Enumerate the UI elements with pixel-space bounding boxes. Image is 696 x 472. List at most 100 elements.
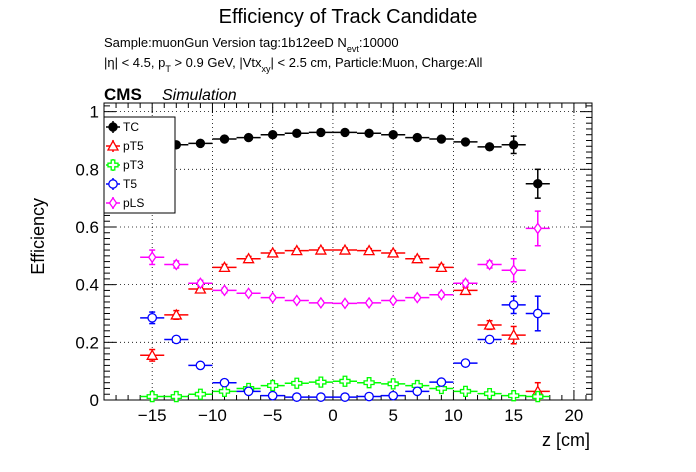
pt5-point bbox=[164, 308, 189, 321]
tc-marker bbox=[267, 130, 278, 140]
pls-point bbox=[212, 284, 237, 297]
pls-point bbox=[236, 287, 261, 300]
x-tick-label: 10 bbox=[444, 406, 463, 425]
tc-marker bbox=[195, 138, 206, 149]
pt3-point bbox=[357, 377, 382, 389]
tc-point bbox=[236, 132, 261, 143]
pt5-point bbox=[284, 244, 309, 256]
t5-point bbox=[140, 311, 165, 325]
pt5-point bbox=[308, 243, 333, 255]
pt3-marker bbox=[194, 388, 207, 400]
pls-point bbox=[405, 291, 430, 304]
t5-marker bbox=[412, 386, 423, 397]
pls-point bbox=[357, 296, 382, 309]
tc-marker bbox=[388, 130, 398, 140]
tc-point bbox=[477, 142, 502, 152]
pt3-point bbox=[453, 385, 478, 397]
pt3-point bbox=[501, 390, 526, 402]
cms-label: CMS bbox=[104, 85, 142, 104]
legend-marker bbox=[108, 122, 118, 132]
t5-marker bbox=[291, 392, 302, 402]
t5-marker bbox=[460, 358, 471, 368]
pls-marker bbox=[244, 287, 253, 300]
legend: TC pT5 pT3 T5 pLS bbox=[103, 116, 176, 214]
y-tick-label: 0.8 bbox=[75, 160, 99, 179]
pls-marker bbox=[147, 251, 157, 264]
pt3-marker bbox=[218, 385, 231, 397]
t5-point bbox=[188, 360, 213, 371]
pls-marker bbox=[364, 296, 374, 309]
tc-point bbox=[332, 127, 358, 138]
t5-marker bbox=[243, 386, 254, 397]
series-pls bbox=[140, 210, 550, 310]
pls-point bbox=[140, 249, 165, 266]
t5-marker bbox=[364, 391, 374, 402]
pt3-marker bbox=[315, 376, 327, 388]
pls-marker bbox=[220, 284, 229, 297]
pt3-marker bbox=[363, 377, 375, 389]
pls-point bbox=[164, 258, 189, 271]
pls-point bbox=[188, 277, 213, 290]
pt5-marker bbox=[411, 252, 424, 264]
tc-point bbox=[429, 134, 454, 144]
pt3-marker bbox=[459, 385, 472, 397]
pt5-marker bbox=[218, 261, 231, 273]
legend-entry-pls: pLS bbox=[106, 196, 144, 210]
pt5-marker bbox=[170, 308, 183, 320]
t5-marker bbox=[508, 299, 519, 310]
t5-point bbox=[332, 392, 358, 402]
legend-label: TC bbox=[123, 120, 139, 134]
legend-label: T5 bbox=[123, 177, 137, 191]
pt3-point bbox=[381, 378, 406, 390]
tc-marker bbox=[460, 137, 471, 147]
pt5-marker bbox=[266, 246, 279, 258]
pls-point bbox=[332, 297, 358, 310]
legend-entry-pt3: pT3 bbox=[106, 158, 144, 172]
pls-point bbox=[381, 294, 406, 307]
pls-point bbox=[477, 258, 502, 271]
t5-point bbox=[453, 358, 478, 368]
x-tick-label: 0 bbox=[328, 406, 337, 425]
t5-point bbox=[405, 386, 430, 397]
pt5-point bbox=[260, 246, 285, 258]
x-tick-label: 20 bbox=[564, 406, 583, 425]
legend-entry-tc: TC bbox=[106, 120, 139, 134]
tc-marker bbox=[340, 127, 350, 138]
pls-marker bbox=[461, 277, 470, 290]
tc-point bbox=[260, 130, 285, 140]
legend-label: pLS bbox=[123, 196, 144, 210]
pt5-marker bbox=[435, 261, 448, 273]
t5-marker bbox=[436, 377, 447, 387]
x-tick-label: 5 bbox=[388, 406, 397, 425]
legend-marker bbox=[108, 196, 118, 210]
pt3-point bbox=[212, 385, 237, 397]
pls-point bbox=[525, 210, 550, 247]
pls-point bbox=[260, 291, 285, 304]
pt3-point bbox=[332, 375, 358, 387]
x-tick-label: −5 bbox=[263, 406, 282, 425]
pt3-marker bbox=[170, 390, 182, 403]
tc-marker bbox=[219, 134, 230, 144]
t5-point bbox=[357, 391, 382, 402]
legend-marker bbox=[106, 139, 120, 151]
t5-marker bbox=[147, 312, 158, 323]
pt5-point bbox=[357, 244, 382, 256]
t5-point bbox=[381, 390, 406, 401]
pt3-point bbox=[525, 390, 550, 403]
pt3-point bbox=[284, 377, 309, 389]
chart-title: Efficiency of Track Candidate bbox=[219, 6, 478, 28]
t5-point bbox=[429, 377, 454, 387]
pls-point bbox=[284, 294, 309, 307]
pt5-point bbox=[212, 261, 237, 273]
pt3-point bbox=[140, 390, 165, 403]
legend-entry-pt5: pT5 bbox=[106, 139, 144, 153]
tc-point bbox=[284, 128, 309, 138]
tc-point bbox=[453, 137, 478, 147]
pt5-point bbox=[501, 325, 526, 345]
x-tick-label: −15 bbox=[138, 406, 167, 425]
t5-marker bbox=[316, 392, 326, 402]
x-tick-label: 15 bbox=[504, 406, 523, 425]
pt3-point bbox=[260, 379, 285, 392]
pls-point bbox=[453, 277, 478, 290]
pt3-marker bbox=[146, 390, 158, 403]
